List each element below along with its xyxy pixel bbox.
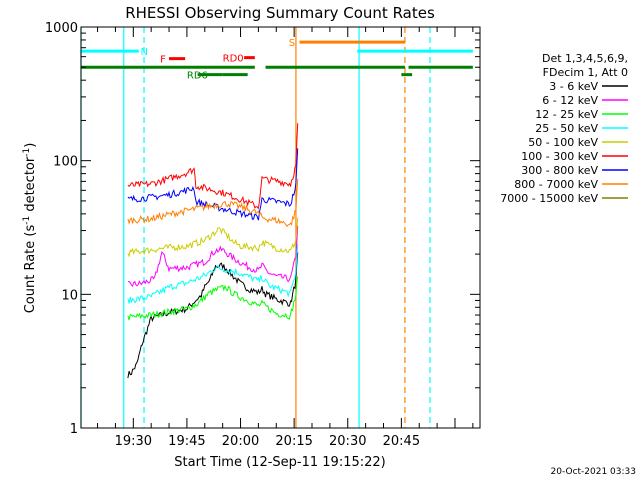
plot-frame: [80, 26, 481, 429]
legend-label-1: 6 - 12 keV: [542, 94, 598, 107]
series-line-4: [127, 217, 299, 258]
legend-label-4: 50 - 100 keV: [528, 136, 598, 149]
axes-layer: 1 10 100 1000 19:30 19:45 20:00 20:15 20:30 20:45: [45, 21, 481, 449]
x-tick-label-0: 19:30: [115, 434, 152, 449]
legend-header-1: FDecim 1, Att 0: [543, 66, 628, 79]
series-line-2: [127, 276, 299, 321]
legend-label-5: 100 - 300 keV: [521, 150, 598, 163]
y-axis-label-sup2: -1: [22, 148, 32, 157]
chart-title: RHESSI Observing Summary Count Rates: [125, 4, 435, 22]
segment-label-5: RD6: [187, 71, 208, 82]
series-line-6: [127, 148, 299, 221]
y-tick-label-0: 1: [70, 422, 78, 437]
series-line-0: [127, 252, 299, 379]
legend-label-3: 25 - 50 keV: [535, 122, 598, 135]
series-line-1: [127, 225, 299, 288]
legend: Det 1,3,4,5,6,9,FDecim 1, Att 03 - 6 keV…: [500, 52, 628, 205]
y-axis-label-main: Count Rate (s: [23, 225, 38, 314]
series-line-5: [127, 123, 299, 210]
footer-timestamp: 20-Oct-2021 03:33: [551, 467, 636, 477]
segment-label-2: RD0: [223, 54, 244, 65]
x-tick-label-3: 20:15: [275, 434, 312, 449]
y-tick-label-1: 10: [61, 288, 78, 303]
y-axis-label-mid: detector: [23, 156, 38, 216]
plot-layer: N F RD0 S RD6: [80, 27, 473, 428]
x-axis-label: Start Time (12-Sep-11 19:15:22): [174, 455, 385, 470]
segment-label-0: N: [140, 47, 147, 58]
y-axis-label: Count Rate (s-1 detector-1): [22, 143, 38, 314]
legend-header-0: Det 1,3,4,5,6,9,: [542, 52, 628, 65]
series-line-3: [127, 243, 299, 304]
x-tick-label-4: 20:30: [329, 434, 366, 449]
series-line-7: [127, 178, 299, 228]
y-tick-label-2: 100: [53, 155, 78, 170]
legend-label-8: 7000 - 15000 keV: [500, 192, 598, 205]
x-tick-label-5: 20:45: [383, 434, 420, 449]
legend-label-6: 300 - 800 keV: [521, 164, 598, 177]
x-tick-label-2: 20:00: [222, 434, 259, 449]
legend-label-2: 12 - 25 keV: [535, 108, 598, 121]
y-tick-label-3: 1000: [45, 21, 78, 36]
x-tick-label-1: 19:45: [168, 434, 205, 449]
segment-label-1: F: [160, 55, 166, 66]
legend-label-7: 800 - 7000 keV: [514, 178, 598, 191]
y-axis-label-end: ): [23, 143, 38, 148]
y-axis-label-sup1: -1: [22, 216, 32, 225]
segment-label-3: S: [289, 38, 295, 49]
legend-label-0: 3 - 6 keV: [549, 80, 598, 93]
